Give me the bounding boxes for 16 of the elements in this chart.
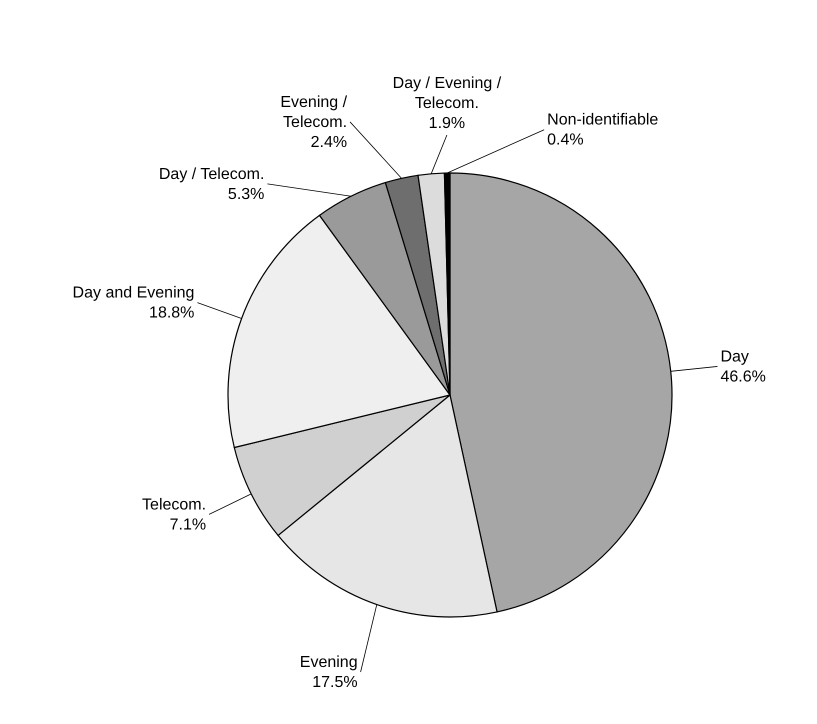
data-label: 46.6%	[720, 368, 766, 386]
data-label: 0.4%	[547, 132, 584, 149]
data-label: 2.4%	[310, 134, 348, 151]
slice-label: Day and Evening	[72, 284, 194, 302]
data-label: 7.1%	[170, 516, 206, 534]
slice-label: Day / Evening / Telecom.	[392, 75, 502, 112]
data-label: 5.3%	[228, 186, 264, 203]
slice-label: Non-identifiable	[547, 112, 658, 129]
data-label: 18.8%	[149, 304, 194, 322]
data-label: 17.5%	[312, 674, 358, 691]
slice-label: Day	[720, 348, 749, 366]
slice-label: Evening	[300, 654, 358, 671]
slice-label: Telecom.	[142, 496, 206, 514]
slice-label: Evening / Telecom.	[280, 94, 348, 131]
data-label: 1.9%	[428, 115, 466, 132]
slice-label: Day / Telecom.	[158, 166, 264, 183]
